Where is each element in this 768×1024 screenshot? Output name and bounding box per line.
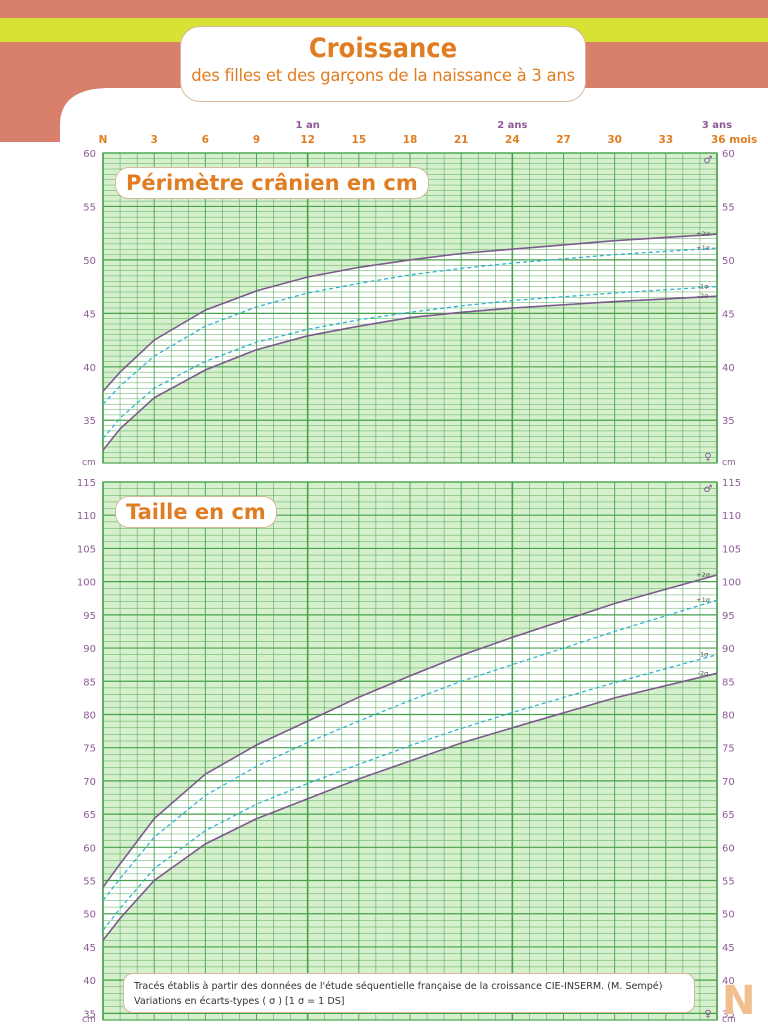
plot-border bbox=[102, 152, 718, 464]
y-tick-label: 90 bbox=[722, 644, 735, 655]
year-tick-label: 1 an bbox=[296, 120, 320, 131]
series-boys_plus2 bbox=[102, 233, 718, 392]
y-unit-label: cm bbox=[722, 458, 736, 468]
female-symbol: ♀ bbox=[704, 452, 711, 463]
y-tick-label: 80 bbox=[83, 710, 96, 721]
y-tick-label: 70 bbox=[83, 777, 96, 788]
age-tick-label: N bbox=[99, 134, 108, 146]
y-tick-label: 55 bbox=[722, 202, 735, 213]
series-sigma-label: +2σ bbox=[696, 230, 710, 238]
series-girls_minus1 bbox=[102, 285, 718, 439]
y-tick-label: 60 bbox=[722, 149, 735, 160]
y-tick-label: 85 bbox=[722, 677, 735, 688]
page-subtitle: des filles et des garçons de la naissanc… bbox=[191, 66, 575, 85]
y-tick-label: 85 bbox=[83, 677, 96, 688]
series-boys_plus2 bbox=[102, 574, 718, 888]
y-tick-label: 95 bbox=[722, 611, 735, 622]
y-tick-label: 110 bbox=[77, 511, 96, 522]
female-symbol: ♀ bbox=[704, 1009, 711, 1020]
age-tick-label: 30 bbox=[607, 134, 622, 146]
y-unit-label: cm bbox=[722, 1015, 736, 1024]
age-tick-label: 6 bbox=[202, 134, 209, 146]
y-tick-label: 55 bbox=[83, 877, 96, 888]
y-tick-label: 100 bbox=[722, 578, 741, 589]
page-title: Croissance bbox=[308, 33, 458, 64]
footnote-line-2: Variations en écarts-types ( σ ) [1 σ = … bbox=[134, 996, 345, 1007]
y-tick-label: 75 bbox=[722, 744, 735, 755]
y-unit-label: cm bbox=[82, 458, 96, 468]
y-tick-label: 110 bbox=[722, 511, 741, 522]
y-tick-label: 40 bbox=[83, 363, 96, 374]
series-sigma-label: -1σ bbox=[698, 651, 709, 659]
y-tick-label: 80 bbox=[722, 710, 735, 721]
age-tick-label: 33 bbox=[659, 134, 674, 146]
y-tick-label: 65 bbox=[83, 810, 96, 821]
y-tick-label: 50 bbox=[722, 256, 735, 267]
y-tick-label: 75 bbox=[83, 744, 96, 755]
series-sigma-label: -2σ bbox=[698, 669, 709, 677]
y-tick-label: 100 bbox=[77, 578, 96, 589]
y-tick-label: 50 bbox=[83, 256, 96, 267]
title-box: Croissance des filles et des garçons de … bbox=[180, 26, 586, 102]
y-tick-label: 35 bbox=[722, 1009, 735, 1020]
age-tick-label: 15 bbox=[352, 134, 367, 146]
year-tick-label: 3 ans bbox=[702, 120, 732, 131]
series-boys_minus2 bbox=[102, 672, 718, 941]
year-tick-label: 2 ans bbox=[497, 120, 527, 131]
age-tick-label: 3 bbox=[151, 134, 158, 146]
series-girls_plus1 bbox=[102, 599, 718, 901]
male-symbol: ♂ bbox=[704, 484, 713, 495]
y-tick-label: 45 bbox=[83, 309, 96, 320]
y-tick-label: 105 bbox=[722, 544, 741, 555]
male-symbol: ♂ bbox=[704, 155, 713, 166]
series-girls_minus1 bbox=[102, 654, 718, 931]
y-tick-label: 60 bbox=[83, 843, 96, 854]
y-tick-label: 65 bbox=[722, 810, 735, 821]
y-tick-label: 60 bbox=[722, 843, 735, 854]
y-tick-label: 115 bbox=[77, 478, 96, 489]
footnote-line-1: Tracés établis à partir des données de l… bbox=[134, 981, 663, 992]
y-tick-label: 40 bbox=[722, 363, 735, 374]
chart-title-head: Périmètre crânien en cm bbox=[115, 167, 429, 199]
chart-title-height: Taille en cm bbox=[115, 496, 277, 528]
y-tick-label: 35 bbox=[83, 1009, 96, 1020]
y-tick-label: 55 bbox=[83, 202, 96, 213]
y-tick-label: 60 bbox=[83, 149, 96, 160]
y-tick-label: 115 bbox=[722, 478, 741, 489]
age-tick-label: 18 bbox=[403, 134, 418, 146]
y-tick-label: 95 bbox=[83, 611, 96, 622]
series-sigma-label: -2σ bbox=[698, 292, 709, 300]
footnote: Tracés établis à partir des données de l… bbox=[123, 973, 695, 1013]
y-tick-label: 45 bbox=[83, 943, 96, 954]
y-tick-label: 35 bbox=[83, 416, 96, 427]
series-sigma-label: +1σ bbox=[696, 244, 710, 252]
age-tick-label: 21 bbox=[454, 134, 469, 146]
y-tick-label: 45 bbox=[722, 309, 735, 320]
y-tick-label: 35 bbox=[722, 416, 735, 427]
age-tick-label: 27 bbox=[556, 134, 571, 146]
y-tick-label: 40 bbox=[722, 976, 735, 987]
y-tick-label: 45 bbox=[722, 943, 735, 954]
plot-border bbox=[102, 481, 718, 1021]
age-tick-label: 9 bbox=[253, 134, 260, 146]
age-tick-label: 12 bbox=[300, 134, 315, 146]
y-tick-label: 105 bbox=[77, 544, 96, 555]
y-unit-label: cm bbox=[82, 1015, 96, 1024]
height-chart: 35 35 40 40 45 45 50 50 55 55 60 60 65 65 70 70 75 75 80 80… bbox=[77, 478, 741, 1024]
series-sigma-label: +1σ bbox=[696, 596, 710, 604]
series-sigma-label: +2σ bbox=[696, 571, 710, 579]
y-tick-label: 90 bbox=[83, 644, 96, 655]
y-tick-label: 70 bbox=[722, 777, 735, 788]
series-boys_minus2 bbox=[102, 295, 718, 451]
corner-letter: N bbox=[722, 978, 756, 1024]
y-tick-label: 50 bbox=[83, 910, 96, 921]
y-tick-label: 50 bbox=[722, 910, 735, 921]
y-tick-label: 55 bbox=[722, 877, 735, 888]
series-sigma-label: -1σ bbox=[698, 283, 709, 291]
age-tick-label: 24 bbox=[505, 134, 520, 146]
y-tick-label: 40 bbox=[83, 976, 96, 987]
age-tick-label: 36 mois bbox=[711, 134, 757, 146]
